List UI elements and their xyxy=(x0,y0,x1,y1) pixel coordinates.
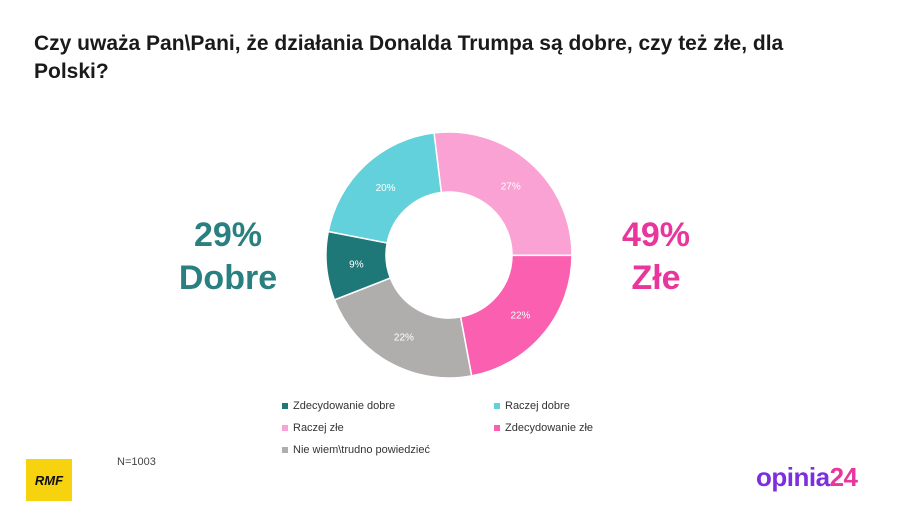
title-line-2: Polski? xyxy=(34,60,109,83)
legend-swatch xyxy=(494,425,500,431)
donut-slice-label-2: 22% xyxy=(394,332,414,343)
summary-bad-percent: 49% xyxy=(621,216,691,254)
title-line-1: Czy uważa Pan\Pani, że działania Donalda… xyxy=(34,32,784,55)
legend-label: Zdecydowanie złe xyxy=(505,422,594,434)
sample-size: N=1003 xyxy=(117,456,156,468)
legend-label: Raczej dobre xyxy=(505,400,570,412)
donut-slice-2 xyxy=(333,277,473,379)
opinia24-logo-text: opinia xyxy=(756,462,830,492)
legend-item-zdecydowanie-dobre: Zdecydowanie dobre xyxy=(282,400,395,412)
legend-label: Raczej złe xyxy=(293,422,344,434)
donut-slice-label-4: 20% xyxy=(376,183,396,194)
legend-swatch xyxy=(494,403,500,409)
donut-slice-1 xyxy=(459,254,573,377)
legend-swatch xyxy=(282,403,288,409)
chart-title: Czy uważa Pan\Pani, że działania Donalda… xyxy=(34,30,874,86)
rmf-logo: RMF xyxy=(26,459,72,501)
legend-swatch xyxy=(282,425,288,431)
summary-bad-label: Złe xyxy=(631,259,681,297)
summary-good: 29% Dobre xyxy=(168,214,288,300)
legend-item-zdecydowanie-zle: Zdecydowanie złe xyxy=(494,422,593,434)
chart-legend: Zdecydowanie dobre Raczej dobre Raczej z… xyxy=(276,396,636,466)
donut-slice-label-1: 22% xyxy=(510,311,530,322)
legend-label: Nie wiem\trudno powiedzieć xyxy=(293,444,430,456)
legend-swatch xyxy=(282,447,288,453)
legend-item-nie-wiem: Nie wiem\trudno powiedzieć xyxy=(282,444,430,456)
summary-bad: 49% Złe xyxy=(596,214,716,300)
summary-good-percent: 29% xyxy=(193,216,263,254)
donut-slice-label-3: 9% xyxy=(349,259,364,270)
donut-slice-label-0: 27% xyxy=(501,181,521,192)
donut-slice-4 xyxy=(327,132,443,244)
donut-slice-0 xyxy=(433,131,573,257)
legend-label: Zdecydowanie dobre xyxy=(293,400,396,412)
opinia24-logo-number: 24 xyxy=(829,462,858,492)
opinia24-logo: opinia24 xyxy=(756,462,858,493)
legend-item-raczej-dobre: Raczej dobre xyxy=(494,400,570,412)
legend-item-raczej-zle: Raczej złe xyxy=(282,422,344,434)
summary-good-label: Dobre xyxy=(178,259,278,297)
